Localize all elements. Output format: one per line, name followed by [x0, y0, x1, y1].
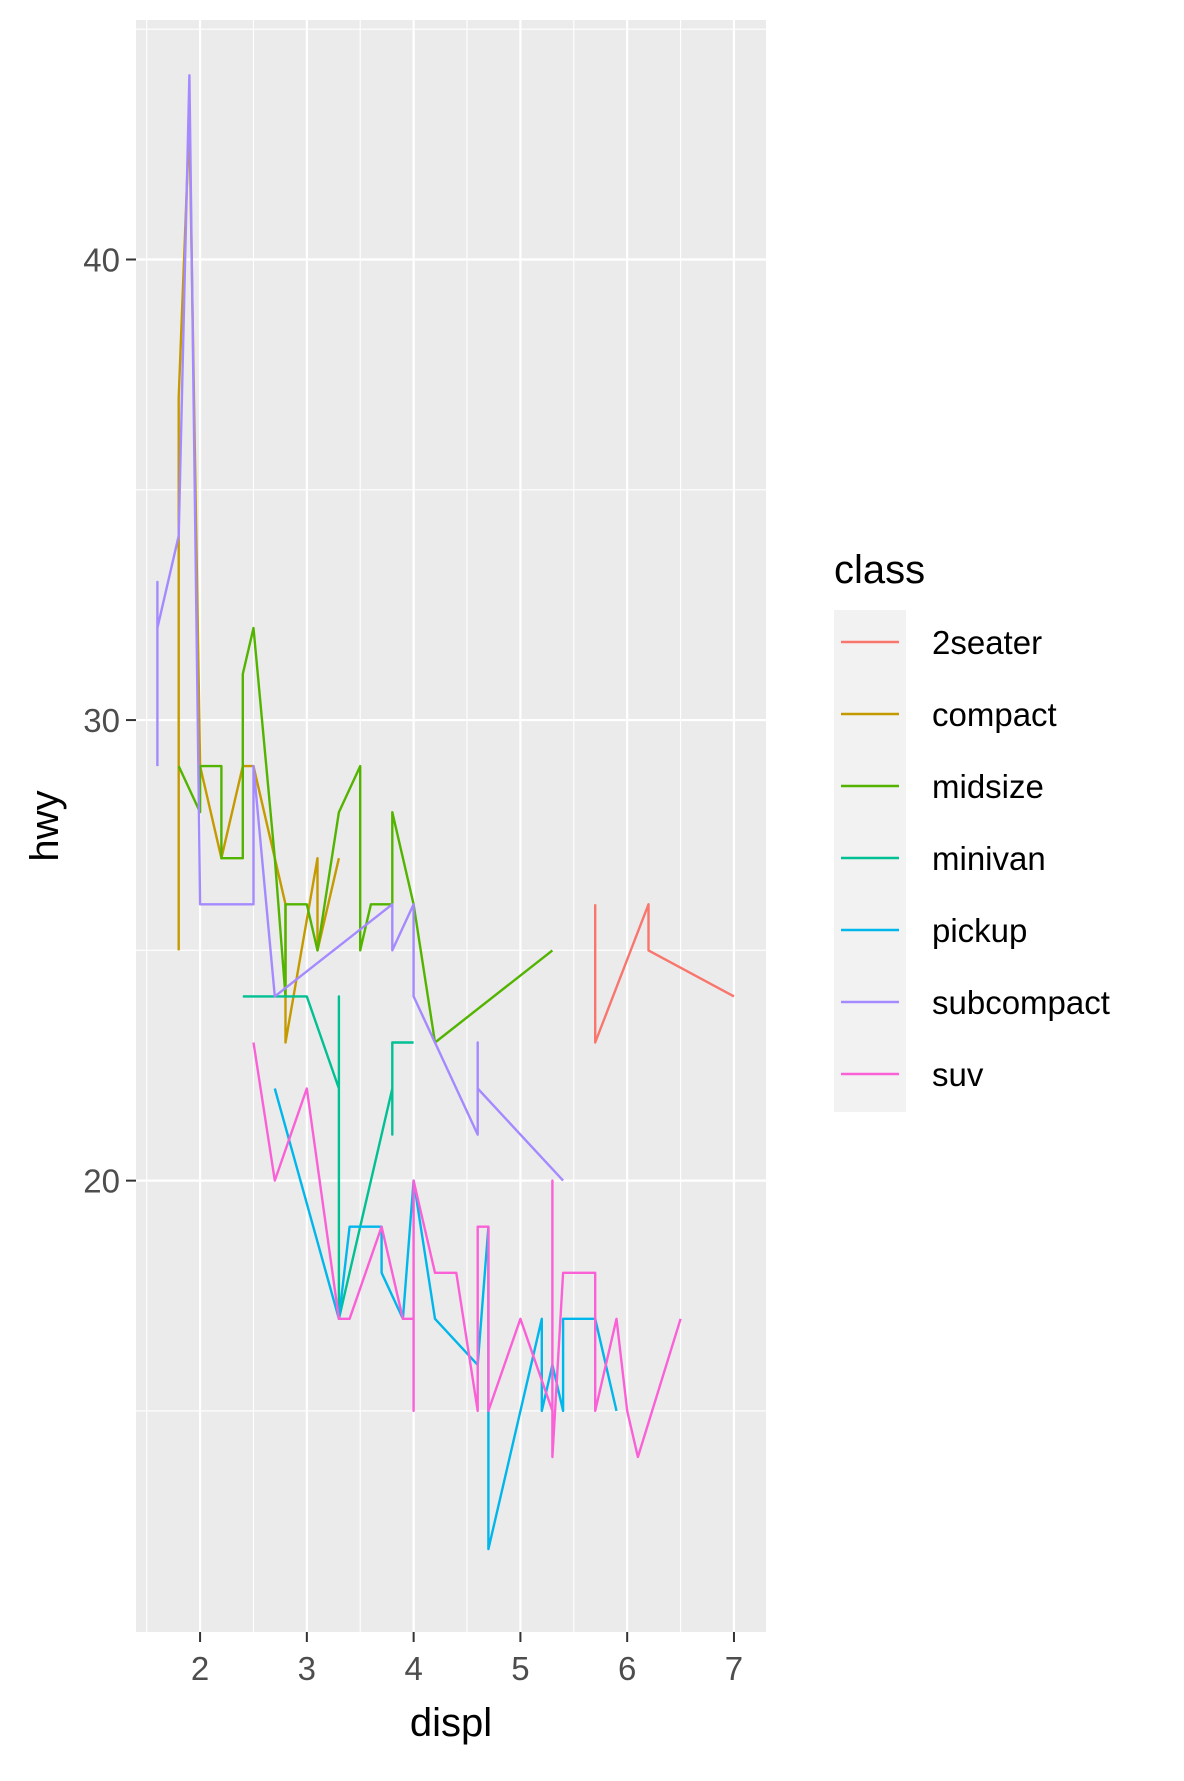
series-line-subcompact	[156, 74, 564, 1182]
legend-label-compact: compact	[932, 696, 1057, 733]
x-tick-label: 3	[298, 1650, 316, 1687]
legend: class 2seater compact midsize minivan pickup…	[834, 548, 1110, 1112]
panel-background	[136, 20, 766, 1632]
legend-label-pickup: pickup	[932, 912, 1027, 949]
series-line-suv	[252, 1042, 682, 1459]
y-tick-labels: 20 30 40	[83, 241, 120, 1199]
legend-label-midsize: midsize	[932, 768, 1044, 805]
legend-label-minivan: minivan	[932, 840, 1046, 877]
x-tick-label: 6	[618, 1650, 636, 1687]
x-tick-label: 7	[725, 1650, 743, 1687]
x-tick-label: 2	[191, 1650, 209, 1687]
x-tick-labels: 2 3 4 5 6 7	[191, 1650, 743, 1687]
y-tick-label: 30	[83, 702, 120, 739]
legend-label-subcompact: subcompact	[932, 984, 1110, 1021]
series-line-2seater	[594, 903, 735, 1044]
x-tick-label: 4	[404, 1650, 422, 1687]
legend-label-suv: suv	[932, 1056, 984, 1093]
x-axis-title: displ	[410, 1701, 492, 1745]
series-line-pickup	[273, 1088, 618, 1551]
series-layer	[156, 74, 735, 1551]
legend-label-2seater: 2seater	[932, 624, 1042, 661]
series-line-midsize	[177, 626, 554, 1044]
legend-title: class	[834, 548, 925, 592]
legend-items: 2seater compact midsize minivan pickup subcom…	[841, 624, 1110, 1093]
legend-key-background	[834, 610, 906, 1112]
y-axis-title: hwy	[23, 790, 67, 861]
x-tick-label: 5	[511, 1650, 529, 1687]
y-tick-label: 20	[83, 1163, 120, 1200]
y-tick-label: 40	[83, 241, 120, 278]
axis-ticks	[126, 258, 735, 1642]
